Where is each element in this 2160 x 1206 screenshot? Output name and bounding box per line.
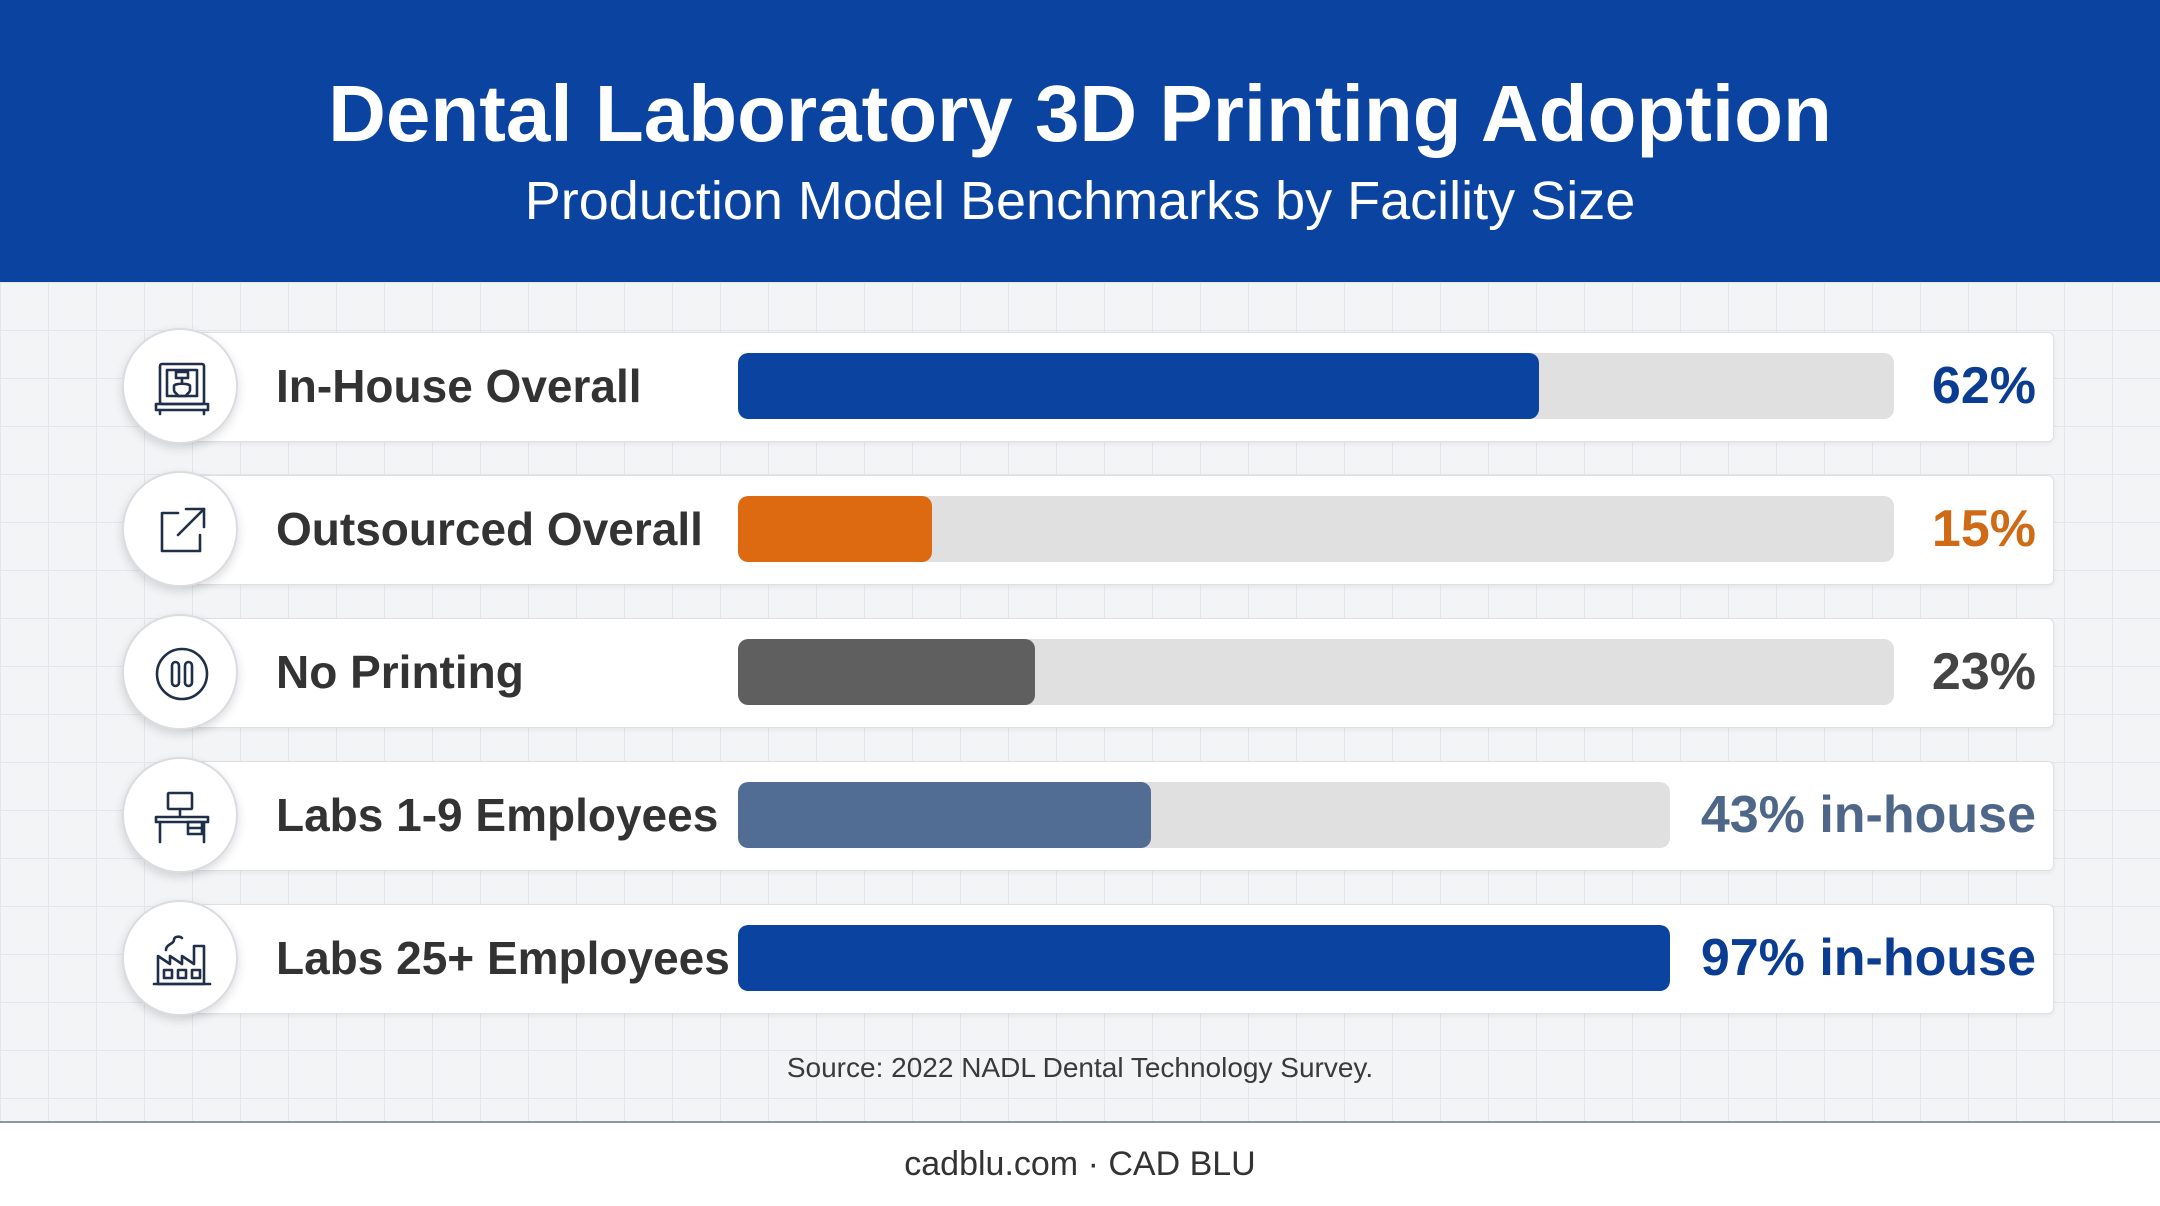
icon-badge xyxy=(122,900,238,1016)
bar-track xyxy=(738,496,1894,562)
bar-track xyxy=(738,353,1894,419)
icon-badge xyxy=(122,757,238,873)
icon-badge xyxy=(122,328,238,444)
bar-track xyxy=(738,925,1670,991)
desk-icon xyxy=(154,791,210,844)
pause-icon xyxy=(155,647,209,701)
icon-badge xyxy=(122,471,238,587)
footer-credit: cadblu.com · CAD BLU xyxy=(0,1123,2160,1206)
bar-value-label: 43% in-house xyxy=(1700,786,2036,844)
bar-label: Labs 25+ Employees xyxy=(276,932,730,984)
printer-3d-icon xyxy=(154,362,210,416)
bar-value-label: 97% in-house xyxy=(1700,929,2036,987)
external-link-icon xyxy=(160,507,206,553)
header-banner: Dental Laboratory 3D Printing Adoption P… xyxy=(0,0,2160,282)
bar-track xyxy=(738,639,1894,705)
chart-title: Dental Laboratory 3D Printing Adoption xyxy=(328,69,1832,158)
bar-track xyxy=(738,782,1670,848)
bar xyxy=(738,782,1152,848)
bar xyxy=(738,639,1035,705)
icon-badge xyxy=(122,614,238,730)
divider xyxy=(0,1121,2160,1123)
bar xyxy=(738,353,1539,419)
chart-subtitle: Production Model Benchmarks by Facility … xyxy=(524,171,1636,231)
bar-label: Outsourced Overall xyxy=(276,503,703,555)
factory-icon xyxy=(152,935,212,986)
bar-label: Labs 1-9 Employees xyxy=(276,789,719,841)
bar xyxy=(738,925,1670,991)
bar-value-label: 15% xyxy=(1931,500,2036,558)
source-note: Source: 2022 NADL Dental Technology Surv… xyxy=(786,1052,1374,1083)
bar-label: In-House Overall xyxy=(276,360,642,412)
bar-label: No Printing xyxy=(276,646,524,698)
bar-value-label: 62% xyxy=(1931,357,2036,415)
bar-value-label: 23% xyxy=(1931,643,2036,701)
bar xyxy=(738,496,932,562)
